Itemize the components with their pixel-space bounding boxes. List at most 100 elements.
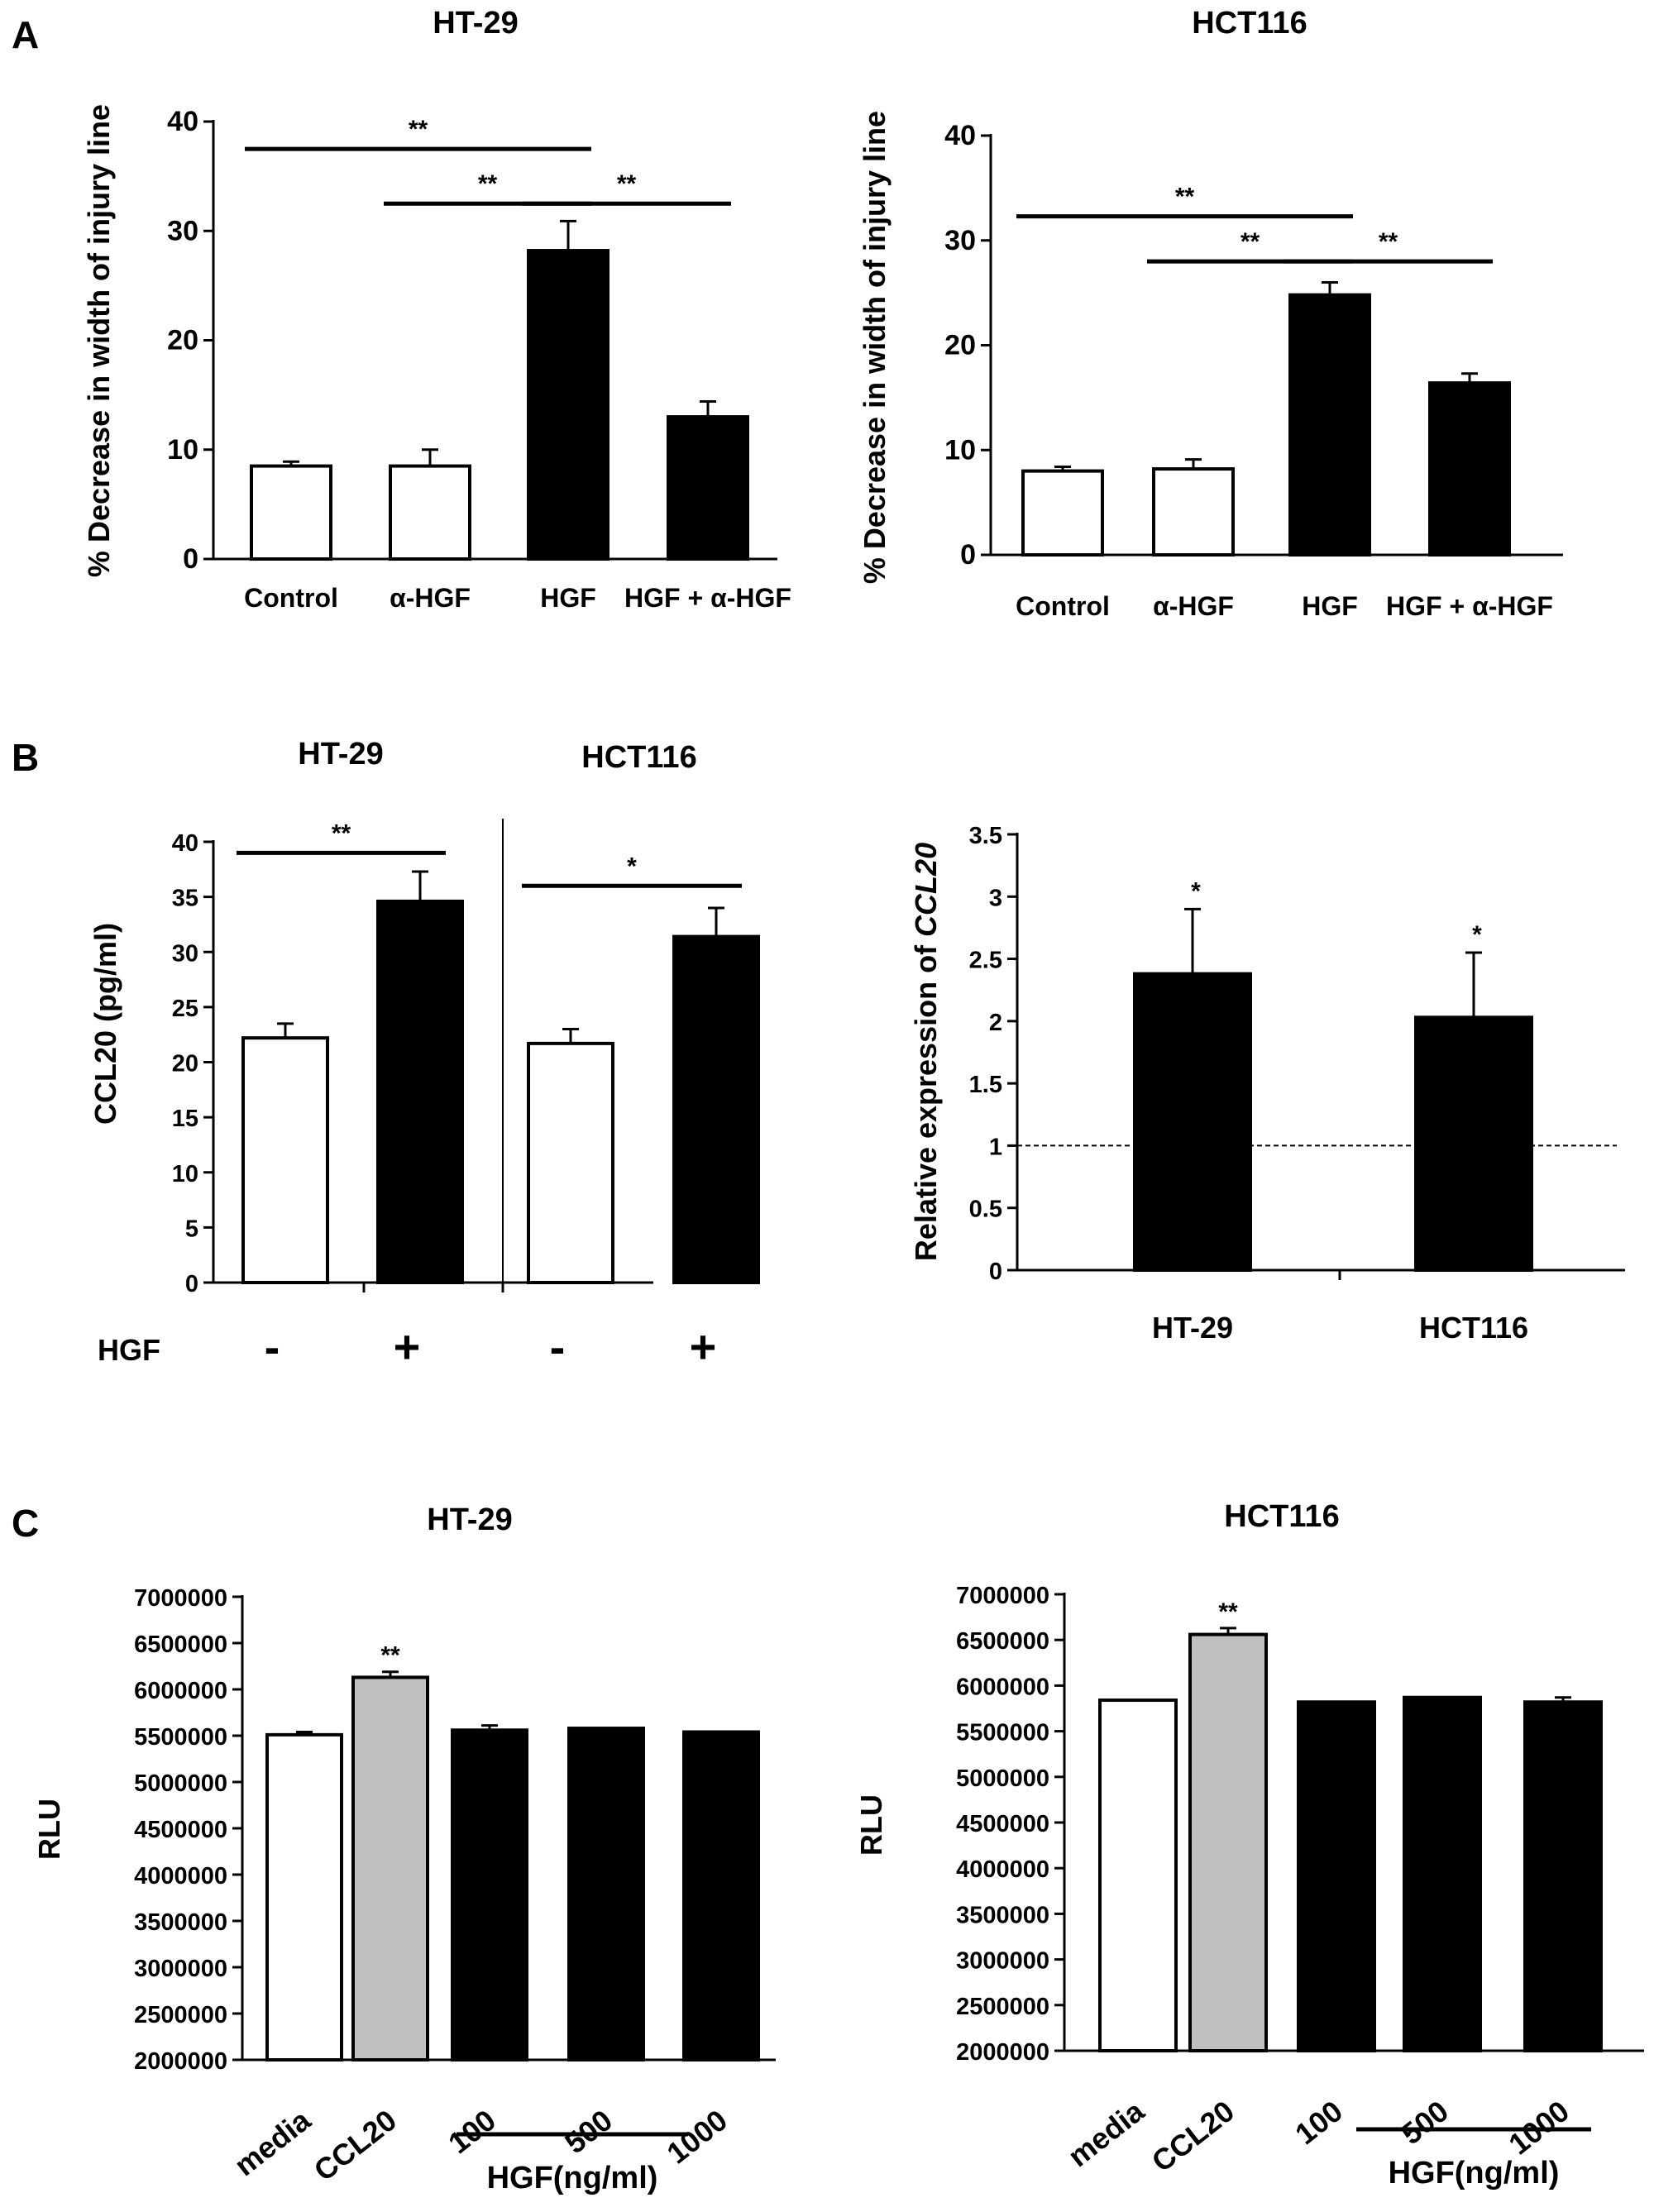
y-tick-label: 5000000 [956,1765,1049,1792]
chart-b2-ccl20-expression: Relative expression of CCL20 0 0.5 1 1.5 2 2.5… [909,823,1625,1345]
y-tick-label: 0 [989,1259,1002,1285]
category-label: 1000 [661,2103,734,2171]
y-tick-label: 3500000 [956,1902,1049,1928]
category-sign: + [394,1321,421,1373]
chart-a1-ht29-injury: HT-29 % Decrease in width of injury line 0… [82,6,791,613]
bar [376,899,464,1284]
bar [1403,1695,1482,2052]
y-axis-label: % Decrease in width of injury line [858,111,892,584]
bar [1188,1632,1268,2053]
hgf-group-label: HGF(ng/ml) [487,2161,658,2195]
bar [1523,1700,1603,2052]
y-axis-label: CCL20 (pg/ml) [88,923,122,1125]
bar [682,1730,760,2062]
category-label: CCL20 [308,2103,403,2188]
category-label: media [228,2102,318,2182]
category-label: 500 [1394,2094,1455,2151]
y-axis-label: RLU [854,1794,888,1856]
y-tick-label: 30 [167,215,198,246]
y-tick-label: 20 [172,1051,198,1077]
y-tick-label: 3.5 [969,823,1002,849]
bar [527,1041,614,1285]
y-tick-label: 1 [989,1134,1002,1160]
y-tick-label: 3000000 [956,1948,1049,1975]
y-tick-label: 6500000 [134,1632,227,1658]
category-label: Control [244,583,338,613]
hgf-group-label: HGF(ng/ml) [1389,2156,1560,2191]
panel-letter-b: B [12,736,39,779]
chart-title: HCT116 [1224,1499,1339,1534]
bar [1098,1698,1178,2052]
y-tick-label: 10 [167,434,198,466]
y-tick-label: 2.5 [969,948,1002,974]
y-tick-label: 7000000 [956,1583,1049,1609]
bar [241,1036,329,1285]
category-label: 100 [442,2103,502,2160]
chart-title: HT-29 [433,6,518,41]
significance-label: * [627,853,637,880]
bar [351,1675,429,2062]
significance-label: ** [1240,228,1260,256]
panel-letter-c: C [12,1502,39,1545]
y-tick-label: 0 [183,543,198,575]
y-tick-label: 2 [989,1010,1002,1036]
y-tick-label: 2500000 [956,1994,1049,2020]
bar [451,1728,528,2062]
y-tick-label: 40 [172,830,198,857]
bar [250,464,332,561]
y-tick-label: 4500000 [134,1817,227,1843]
significance-mark: ** [1218,1598,1238,1626]
category-sign: + [690,1321,717,1373]
y-axis-label: RLU [32,1799,66,1860]
category-label: HGF [540,583,596,613]
y-tick-label: 30 [944,225,976,256]
category-sign: - [265,1321,280,1373]
y-tick-label: 10 [944,434,976,466]
y-axis-label: Relative expression of CCL20 [909,843,943,1261]
bar [527,249,609,561]
significance-label: ** [617,170,637,198]
significance-mark: * [1191,877,1201,905]
category-label: HCT116 [1419,1311,1528,1345]
y-tick-label: 0 [960,539,976,571]
y-tick-label: 2500000 [134,2002,227,2028]
y-tick-label: 6000000 [134,1678,227,1704]
y-tick-label: 25 [172,996,198,1022]
y-tick-label: 2000000 [134,2048,227,2075]
bar [1152,467,1235,557]
y-tick-label: 5000000 [134,1770,227,1797]
bar [1414,1015,1533,1272]
bar [1133,972,1252,1272]
bar [1021,469,1104,557]
y-tick-label: 0.5 [969,1197,1002,1223]
significance-label: ** [1175,184,1195,211]
chart-b1-ccl20-elisa: HT-29 HCT116 CCL20 (pg/ml) 0 5 10 15 20 25 30 35 40… [88,737,760,1373]
significance-label: ** [478,170,498,198]
y-tick-label: 20 [167,325,198,356]
y-tick-label: 35 [172,886,198,912]
bar [667,415,749,561]
category-sign: - [550,1321,566,1373]
chart-c2-hct116-rlu: HCT116 RLU 2000000 2500000 3000000 3500000 400… [854,1499,1644,2191]
y-tick-label: 20 [944,330,976,361]
y-tick-label: 10 [172,1161,198,1187]
y-tick-label: 3500000 [134,1909,227,1936]
significance-mark: ** [380,1642,400,1670]
category-label: 500 [558,2103,619,2160]
significance-label: ** [409,116,428,143]
bar [1428,381,1511,557]
y-tick-label: 15 [172,1106,198,1132]
group-title: HCT116 [581,740,696,775]
y-tick-label: 3000000 [134,1956,227,1982]
chart-title: HCT116 [1192,6,1307,41]
significance-label: ** [1379,228,1398,256]
chart-a2-hct116-injury: HCT116 % Decrease in width of injury line… [858,6,1563,621]
y-tick-label: 4000000 [134,1863,227,1890]
category-label: HT-29 [1152,1311,1233,1345]
y-tick-label: 4500000 [956,1811,1049,1837]
y-tick-label: 40 [944,120,976,151]
bar [1297,1700,1376,2052]
chart-c1-ht29-rlu: HT-29 RLU 2000000 2500000 3000000 3500000 4000… [32,1503,776,2195]
bar [672,934,760,1284]
y-tick-label: 2000000 [956,2039,1049,2066]
